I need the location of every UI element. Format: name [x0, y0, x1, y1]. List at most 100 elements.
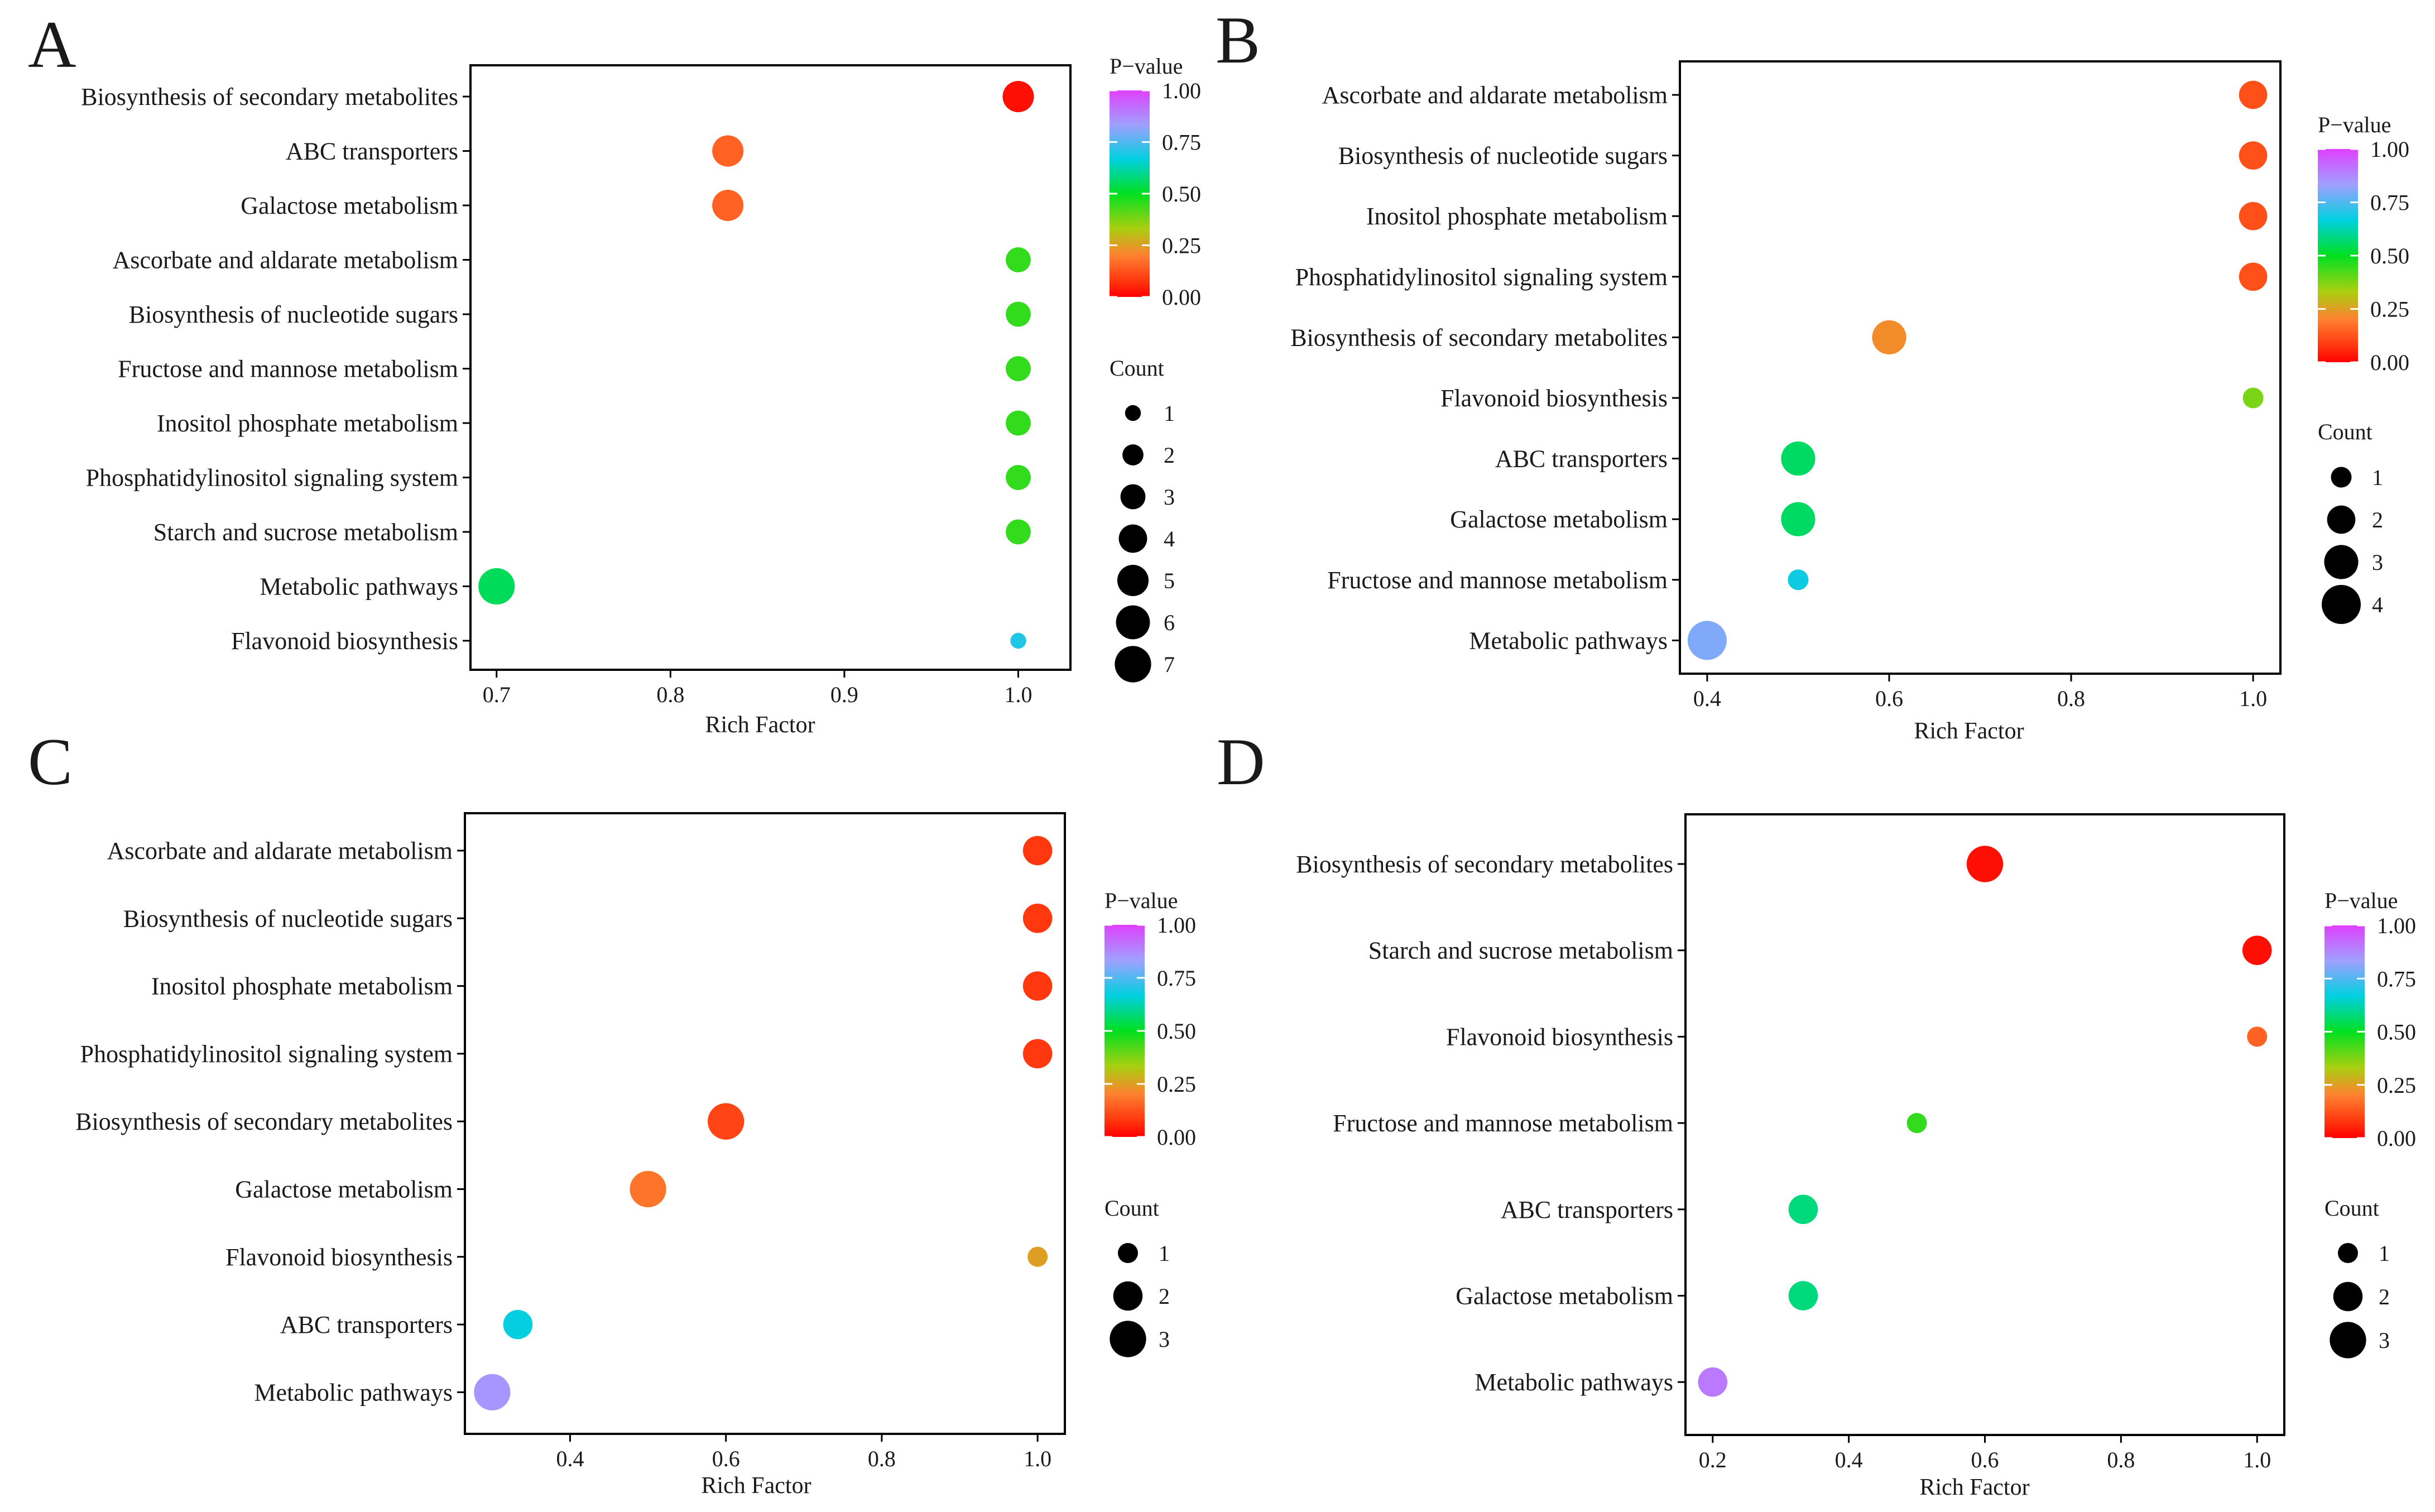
- y-tick-label: Galactose metabolism: [1450, 506, 1668, 533]
- data-point: [2239, 141, 2268, 170]
- color-legend: P−value 1.00 0.75 0.50 0.25 0.00: [1110, 54, 1201, 310]
- size-legend-marker: [1118, 1243, 1138, 1263]
- y-tick-label: Flavonoid biosynthesis: [231, 627, 458, 655]
- panel-c: C Ascorbate and aldarate metabolism Biosy…: [28, 724, 1196, 1499]
- plot-frame: [1679, 60, 2282, 675]
- data-point: [1687, 621, 1727, 660]
- color-bar-label: 0.75: [2377, 966, 2416, 991]
- size-legend-marker: [1118, 524, 1147, 553]
- color-bar-label: 0.75: [1162, 130, 1201, 155]
- y-tick-label: Metabolic pathways: [260, 573, 458, 601]
- data-point: [2239, 201, 2268, 231]
- y-tick-label: Biosynthesis of nucleotide sugars: [129, 301, 458, 328]
- color-legend: P−value 1.00 0.75 0.50 0.25 0.00: [1104, 888, 1196, 1150]
- color-bar-label: 0.25: [1162, 233, 1201, 258]
- data-point: [1010, 632, 1026, 649]
- y-tick-label: Metabolic pathways: [254, 1379, 453, 1406]
- y-tick-label: Biosynthesis of nucleotide sugars: [1338, 142, 1668, 170]
- size-legend-label: 5: [1164, 568, 1175, 593]
- y-tick-label: Phosphatidylinositol signaling system: [80, 1040, 453, 1068]
- data-point: [1006, 247, 1031, 272]
- x-axis-title: Rich Factor: [705, 712, 815, 738]
- data-point: [1872, 320, 1906, 354]
- data-point: [1788, 1194, 1818, 1225]
- plot-frame: [464, 812, 1066, 1435]
- x-tick-label: 1.0: [2239, 686, 2267, 711]
- y-tick-label: Biosynthesis of secondary metabolites: [1290, 324, 1668, 351]
- color-legend: P−value 1.00 0.75 0.50 0.25 0.00: [2318, 112, 2409, 375]
- color-legend-title: P−value: [2318, 112, 2391, 137]
- y-tick-label: Metabolic pathways: [1475, 1369, 1673, 1396]
- size-legend-marker: [1122, 444, 1144, 465]
- y-tick-label: Starch and sucrose metabolism: [1368, 937, 1673, 964]
- x-tick-label: 0.2: [1699, 1447, 1727, 1472]
- y-tick-label: Fructose and mannose metabolism: [118, 356, 458, 383]
- x-tick-label: 0.9: [830, 682, 858, 707]
- size-legend: Count 1 2 3: [2324, 1196, 2390, 1359]
- data-point: [2242, 935, 2272, 965]
- color-bar-label: 0.00: [2377, 1126, 2416, 1151]
- x-tick-label: 0.4: [1835, 1447, 1863, 1472]
- data-point: [712, 189, 744, 222]
- y-tick-label: Phosphatidylinositol signaling system: [86, 464, 458, 492]
- size-legend-label: 4: [1164, 526, 1175, 551]
- size-legend: Count 1 2 3 4 5 6 7: [1110, 356, 1175, 683]
- y-tick-label: Galactose metabolism: [241, 192, 458, 219]
- color-bar-label: 0.75: [1157, 966, 1196, 991]
- color-legend-title: P−value: [1104, 888, 1178, 913]
- size-legend-marker: [1113, 1281, 1143, 1311]
- data-point: [1027, 1246, 1048, 1267]
- x-tick-label: 0.6: [712, 1446, 740, 1471]
- size-legend-marker: [1115, 646, 1151, 683]
- panel-label: D: [1217, 724, 1265, 799]
- y-tick-label: Fructose and mannose metabolism: [1327, 567, 1668, 594]
- y-tick-label: Phosphatidylinositol signaling system: [1295, 263, 1668, 291]
- color-legend: P−value 1.00 0.75 0.50 0.25 0.00: [2324, 888, 2416, 1151]
- size-legend-marker: [2322, 585, 2361, 624]
- data-point: [1906, 1113, 1927, 1134]
- data-point: [2242, 387, 2264, 409]
- y-tick-label: Galactose metabolism: [235, 1176, 453, 1203]
- data-point: [1788, 569, 1809, 591]
- data-point: [2239, 262, 2268, 291]
- size-legend-label: 1: [2372, 465, 2383, 490]
- size-legend-label: 2: [2379, 1284, 2390, 1309]
- color-bar-label: 0.25: [2370, 297, 2409, 322]
- x-tick-label: 0.4: [1693, 686, 1721, 711]
- y-tick-label: Biosynthesis of secondary metabolites: [75, 1108, 453, 1135]
- x-tick-label: 0.6: [1875, 686, 1903, 711]
- data-point: [1006, 301, 1031, 327]
- color-bar-label: 0.00: [1162, 285, 1201, 310]
- x-tick-label: 1.0: [1024, 1446, 1051, 1471]
- y-tick-label: Flavonoid biosynthesis: [225, 1244, 453, 1271]
- data-point: [503, 1309, 533, 1340]
- y-tick-label: Flavonoid biosynthesis: [1446, 1023, 1673, 1050]
- size-legend-marker: [1125, 405, 1141, 421]
- data-point: [630, 1170, 666, 1208]
- size-legend-marker: [1116, 605, 1150, 640]
- size-legend-label: 2: [1159, 1284, 1170, 1309]
- data-point: [1022, 836, 1053, 866]
- y-tick-label: ABC transporters: [286, 138, 458, 165]
- size-legend-label: 6: [1164, 610, 1175, 635]
- size-legend-marker: [2333, 1281, 2363, 1312]
- x-tick-label: 0.8: [656, 682, 684, 707]
- x-tick-label: 0.8: [2057, 686, 2085, 711]
- data-point: [1698, 1367, 1728, 1397]
- data-point: [478, 568, 515, 605]
- color-legend-title: P−value: [1110, 54, 1183, 79]
- color-bar-label: 0.00: [2370, 350, 2409, 375]
- y-tick-label: ABC transporters: [1501, 1196, 1673, 1223]
- size-legend-label: 3: [2379, 1328, 2390, 1353]
- y-tick-label: Fructose and mannose metabolism: [1333, 1110, 1673, 1137]
- color-bar-label: 0.50: [1162, 181, 1201, 207]
- size-legend-title: Count: [2324, 1196, 2379, 1221]
- panel-d: D Biosynthesis of secondary metabolites S…: [1217, 724, 2416, 1500]
- data-point: [1006, 519, 1031, 545]
- y-tick-label: Biosynthesis of secondary metabolites: [81, 83, 458, 111]
- size-legend-label: 7: [1164, 652, 1175, 677]
- x-axis-title: Rich Factor: [701, 1473, 811, 1499]
- panel-b: B Ascorbate and aldarate metabolism Biosy…: [1216, 3, 2409, 744]
- color-bar-label: 1.00: [2377, 913, 2416, 938]
